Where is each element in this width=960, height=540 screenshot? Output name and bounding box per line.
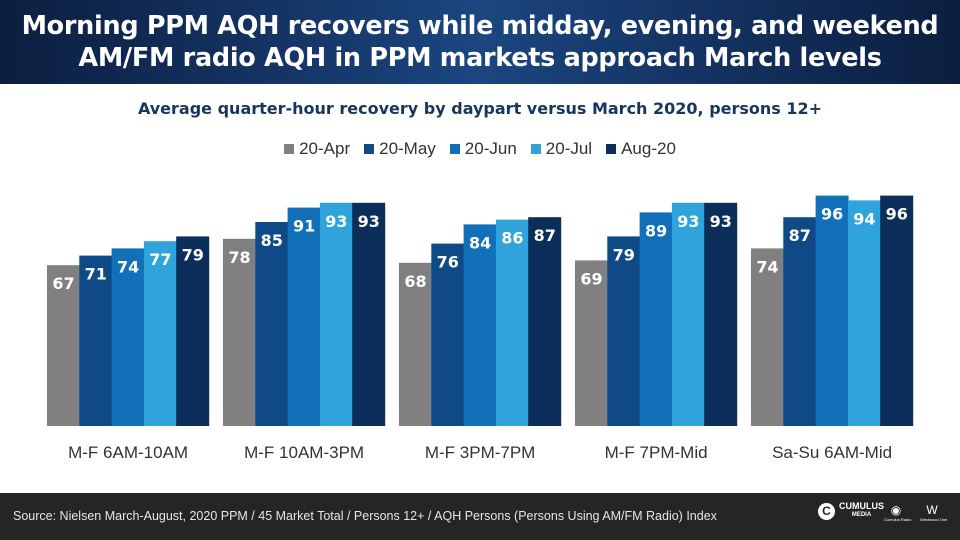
data-label: 93 bbox=[358, 212, 380, 231]
chart-subtitle: Average quarter-hour recovery by daypart… bbox=[137, 99, 823, 118]
legend-item: 20-May bbox=[364, 139, 436, 159]
data-label: 78 bbox=[228, 248, 250, 267]
data-label: 85 bbox=[261, 231, 283, 250]
bar bbox=[223, 238, 256, 426]
category-label: M-F 3PM-7PM bbox=[425, 443, 536, 462]
legend-item: Aug-20 bbox=[606, 139, 676, 159]
category-label: M-F 6AM-10AM bbox=[68, 443, 188, 462]
data-label: 93 bbox=[325, 212, 347, 231]
bar bbox=[47, 265, 80, 426]
category-label: M-F 10AM-3PM bbox=[244, 443, 364, 462]
legend-item: 20-Jul bbox=[530, 139, 593, 159]
data-label: 96 bbox=[886, 205, 908, 224]
data-label: 87 bbox=[534, 226, 556, 245]
legend-swatch bbox=[530, 144, 541, 154]
legend-swatch bbox=[449, 144, 460, 154]
data-label: 94 bbox=[853, 209, 875, 228]
westwood-one-logo: W Westwood One bbox=[920, 503, 948, 523]
bar bbox=[463, 224, 497, 426]
cumulus-logo-subtext: MEDIA bbox=[851, 512, 872, 518]
legend-swatch bbox=[284, 144, 295, 154]
bar bbox=[815, 195, 849, 426]
data-label: 68 bbox=[404, 272, 426, 291]
bar bbox=[847, 200, 881, 426]
bar bbox=[176, 236, 210, 426]
legend-swatch bbox=[364, 144, 375, 154]
bar bbox=[704, 202, 738, 426]
bar bbox=[495, 219, 529, 426]
westwood-one-icon: W bbox=[926, 503, 938, 517]
cumulus-c-icon: C bbox=[818, 502, 835, 520]
legend-swatch bbox=[606, 144, 617, 154]
bar bbox=[575, 260, 608, 426]
data-label: 79 bbox=[613, 245, 635, 264]
legend-item: 20-Jun bbox=[449, 139, 517, 159]
bar bbox=[639, 212, 673, 426]
cumulus-radio-icon: ◉ bbox=[890, 503, 902, 517]
data-label: 87 bbox=[789, 226, 811, 245]
cumulus-logo-text: CUMULUS bbox=[839, 501, 884, 511]
data-label: 67 bbox=[52, 274, 74, 293]
data-label: 71 bbox=[85, 265, 107, 284]
bar-chart: 67 71 74 77 79 M-F 6AM-10AM 78 85 91 93 93 M-F 10AM… bbox=[47, 195, 914, 462]
bar bbox=[143, 241, 177, 426]
westwood-one-caption: Westwood One bbox=[920, 517, 948, 522]
data-label: 93 bbox=[710, 212, 732, 231]
data-label: 89 bbox=[645, 221, 667, 240]
data-label: 91 bbox=[293, 217, 315, 236]
bar bbox=[671, 202, 705, 426]
data-label: 76 bbox=[437, 253, 459, 272]
source-note: Source: Nielsen March-August, 2020 PPM /… bbox=[13, 509, 717, 523]
category-label: M-F 7PM-Mid bbox=[605, 443, 708, 462]
cumulus-radio-caption: Cumulus Radio bbox=[884, 517, 912, 522]
bar bbox=[399, 262, 432, 426]
bar bbox=[607, 236, 641, 426]
page-title: Morning PPM AQH recovers while midday, e… bbox=[22, 10, 939, 74]
category-label: Sa-Su 6AM-Mid bbox=[772, 443, 892, 462]
bar bbox=[783, 217, 817, 426]
bar bbox=[528, 217, 562, 426]
legend-label: 20-May bbox=[379, 139, 436, 158]
data-label: 77 bbox=[149, 250, 171, 269]
legend-label: 20-Jul bbox=[545, 139, 593, 158]
legend-label: 20-Apr bbox=[299, 139, 351, 158]
title-line-1: Morning PPM AQH recovers while midday, e… bbox=[21, 11, 939, 41]
legend-item: 20-Apr bbox=[284, 139, 350, 159]
title-banner: Morning PPM AQH recovers while midday, e… bbox=[0, 0, 960, 84]
bar bbox=[431, 243, 465, 426]
cumulus-radio-logo: ◉ Cumulus Radio bbox=[884, 503, 912, 523]
legend-label: 20-Jun bbox=[464, 139, 517, 158]
bar bbox=[255, 222, 289, 426]
data-label: 96 bbox=[821, 205, 843, 224]
data-label: 84 bbox=[469, 233, 491, 252]
data-label: 86 bbox=[501, 229, 523, 248]
data-label: 69 bbox=[580, 269, 602, 288]
data-label: 74 bbox=[117, 257, 139, 276]
data-label: 93 bbox=[677, 212, 699, 231]
bar bbox=[287, 207, 321, 426]
footer-bar: Source: Nielsen March-August, 2020 PPM /… bbox=[0, 493, 960, 540]
title-line-2: AM/FM radio AQH in PPM markets approach … bbox=[78, 43, 882, 73]
cumulus-logo: C CUMULUS MEDIA bbox=[818, 502, 884, 520]
chart-legend: 20-Apr 20-May 20-Jun 20-Jul Aug-20 bbox=[0, 139, 960, 159]
legend-label: Aug-20 bbox=[621, 139, 676, 158]
bar bbox=[880, 195, 914, 426]
bar bbox=[352, 202, 386, 426]
bar bbox=[319, 202, 353, 426]
data-label: 74 bbox=[756, 257, 778, 276]
bar bbox=[79, 255, 113, 426]
bar bbox=[751, 248, 784, 426]
data-label: 79 bbox=[182, 245, 204, 264]
bar bbox=[111, 248, 145, 426]
